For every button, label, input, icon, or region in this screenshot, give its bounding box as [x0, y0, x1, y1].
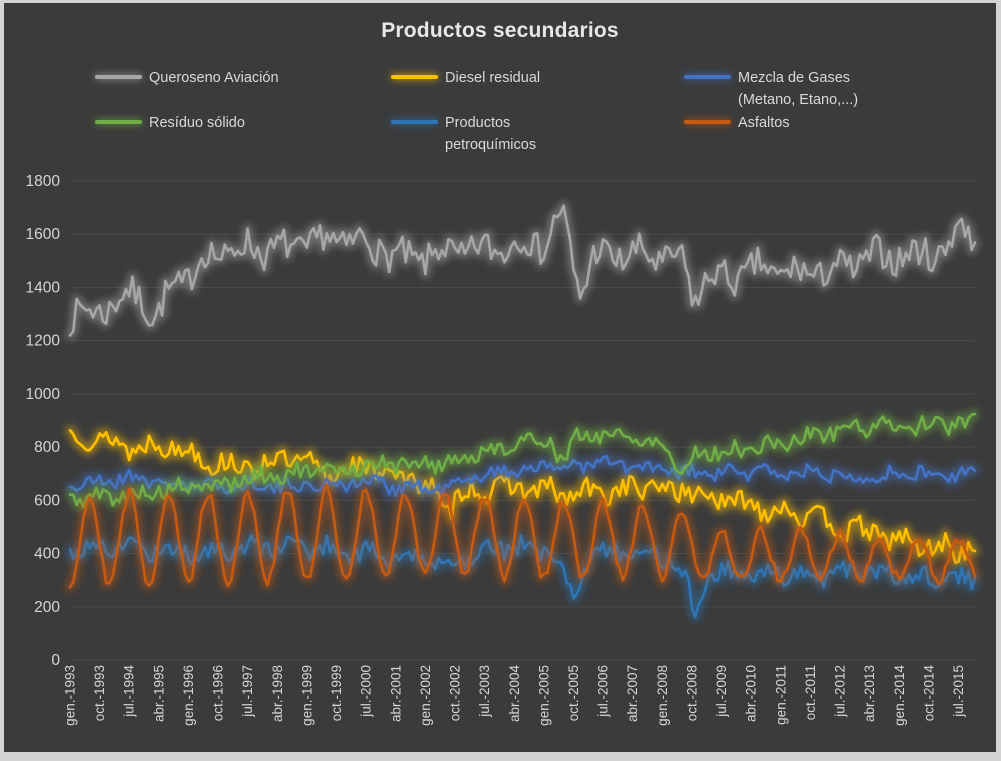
- legend-swatch-diesel-residual: [391, 75, 438, 79]
- x-tick-label-22: jul.-2009: [714, 665, 729, 718]
- series-line-asfaltos: [68, 483, 977, 589]
- y-tick-label-200: 200: [34, 599, 60, 616]
- series-line-residuo-solido: [68, 412, 977, 509]
- series-line-diesel-residual: [68, 429, 977, 564]
- x-tick-label-2: jul.-1994: [122, 665, 137, 718]
- y-tick-label-1600: 1600: [26, 226, 61, 243]
- x-tick-label-26: jul.-2012: [833, 665, 848, 718]
- y-tick-label-1800: 1800: [26, 173, 61, 190]
- y-tick-label-1400: 1400: [26, 279, 61, 296]
- legend-item-productos-petroquimicos: Productos petroquímicos: [391, 112, 536, 156]
- x-tick-label-5: oct.-1996: [211, 665, 226, 721]
- legend-label-queroseno-aviacion: Queroseno Aviación: [149, 67, 279, 89]
- legend-item-residuo-solido: Resíduo sólido: [95, 112, 245, 134]
- x-tick-label-25: oct.-2011: [803, 665, 818, 720]
- legend-item-queroseno-aviacion: Queroseno Aviación: [95, 67, 279, 89]
- legend-label-productos-petroquimicos: Productos petroquímicos: [445, 112, 536, 156]
- x-tick-label-8: gen.-1999: [299, 665, 314, 726]
- legend-label-asfaltos: Asfaltos: [738, 112, 790, 134]
- legend-item-diesel-residual: Diesel residual: [391, 67, 540, 89]
- chart-area: Productos secundarios Queroseno Aviación…: [4, 3, 996, 752]
- x-tick-label-12: gen.-2002: [418, 665, 433, 726]
- x-tick-label-16: gen.-2005: [536, 665, 551, 726]
- x-tick-label-13: oct.-2002: [448, 665, 463, 721]
- x-tick-label-1: oct.-1993: [92, 665, 107, 721]
- legend-label-line: Productos: [445, 115, 511, 131]
- x-tick-label-23: abr.-2010: [744, 665, 759, 722]
- series-line-queroseno-aviacion: [68, 204, 977, 337]
- legend-label-line: Diesel residual: [445, 70, 541, 86]
- legend-swatch-queroseno-aviacion: [95, 75, 142, 79]
- x-tick-label-24: gen.-2011: [773, 665, 788, 725]
- x-tick-label-28: gen.-2014: [892, 665, 907, 726]
- legend-label-line: (Metano, Etano,...): [738, 92, 859, 108]
- line-chart-plot: 0 200 400 600 800 1000 1200 1400 1600 1800 gen.-1…: [26, 173, 980, 726]
- legend-label-mezcla-de-gases: Mezcla de Gases (Metano, Etano,...): [738, 67, 858, 111]
- y-tick-label-1200: 1200: [26, 333, 61, 350]
- series-glow-queroseno-aviacion: [65, 201, 980, 340]
- gridlines: [70, 180, 975, 661]
- x-tick-label-11: abr.-2001: [388, 665, 403, 722]
- x-tick-label-19: abr.-2007: [625, 665, 640, 722]
- x-tick-label-20: gen.-2008: [655, 665, 670, 726]
- y-tick-label-0: 0: [51, 652, 60, 669]
- legend-label-line: Mezcla de Gases: [738, 70, 851, 86]
- y-tick-label-600: 600: [34, 492, 60, 509]
- legend-item-asfaltos: Asfaltos: [684, 112, 790, 134]
- x-tick-label-18: jul.-2006: [596, 665, 611, 718]
- x-tick-label-9: oct.-1999: [329, 665, 344, 721]
- y-tick-label-1000: 1000: [26, 386, 61, 403]
- legend-label-line: Queroseno Aviación: [149, 70, 279, 86]
- legend-label-line: Resíduo sólido: [149, 115, 245, 131]
- x-tick-label-21: oct.-2008: [684, 665, 699, 721]
- legend-swatch-residuo-solido: [95, 120, 142, 124]
- x-tick-label-17: oct.-2005: [566, 665, 581, 721]
- y-tick-label-800: 800: [34, 439, 60, 456]
- x-tick-label-30: jul.-2015: [951, 665, 966, 718]
- series-lines: [65, 201, 980, 622]
- x-tick-label-0: gen.-1993: [63, 665, 78, 726]
- chart-title: Productos secundarios: [381, 19, 619, 42]
- legend-swatch-productos-petroquimicos: [391, 120, 438, 124]
- legend-swatch-mezcla-de-gases: [684, 75, 731, 79]
- x-tick-label-3: abr.-1995: [151, 665, 166, 722]
- x-tick-label-14: jul.-2003: [477, 665, 492, 718]
- x-tick-label-10: jul.-2000: [359, 665, 374, 718]
- x-tick-label-7: abr.-1998: [270, 665, 285, 722]
- y-tick-label-400: 400: [34, 546, 60, 563]
- legend-label-line: petroquímicos: [445, 137, 537, 153]
- legend-label-residuo-solido: Resíduo sólido: [149, 112, 245, 134]
- legend-swatch-asfaltos: [684, 120, 731, 124]
- y-axis-tick-labels: 0 200 400 600 800 1000 1200 1400 1600 1800: [26, 173, 61, 669]
- x-tick-label-29: oct.-2014: [921, 665, 936, 722]
- x-tick-label-4: gen.-1996: [181, 665, 196, 726]
- legend-label-line: Asfaltos: [738, 115, 790, 131]
- x-tick-label-6: jul.-1997: [240, 665, 255, 718]
- legend-label-diesel-residual: Diesel residual: [445, 67, 540, 89]
- x-tick-label-27: abr.-2013: [862, 665, 877, 722]
- x-tick-label-15: abr.-2004: [507, 665, 522, 723]
- legend-item-mezcla-de-gases: Mezcla de Gases (Metano, Etano,...): [684, 67, 858, 111]
- x-axis-tick-labels: gen.-1993 oct.-1993 jul.-1994 abr.-1995 gen.…: [63, 665, 967, 726]
